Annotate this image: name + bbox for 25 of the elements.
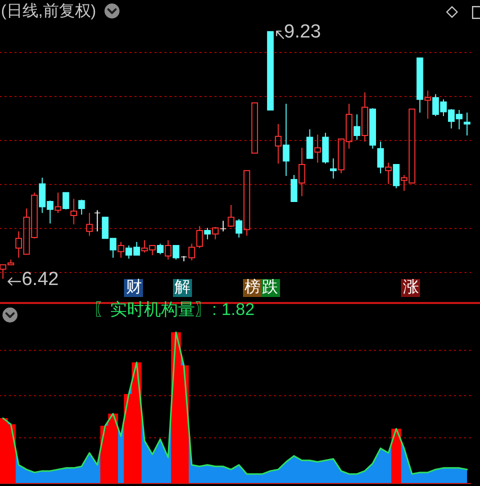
- candlestick: [220, 220, 226, 232]
- candlestick: [314, 134, 321, 164]
- candlestick: [298, 147, 306, 197]
- candlestick: [424, 90, 432, 120]
- candlestick: [282, 103, 290, 176]
- chart-title: 〖实时机构量〗: 1.82: [93, 300, 255, 319]
- text: 解: [173, 279, 192, 297]
- candlestick: [392, 164, 400, 189]
- annotation: 6.42: [22, 268, 59, 290]
- text: 榜: [242, 279, 262, 297]
- text: 跌: [260, 279, 280, 297]
- text: 财: [124, 279, 144, 297]
- candlestick: [243, 170, 250, 236]
- candlestick: [70, 198, 78, 225]
- candlestick: [251, 102, 258, 154]
- candlestick: [94, 210, 100, 232]
- candlestick: [416, 58, 424, 114]
- text: 涨: [401, 279, 420, 297]
- annotation: 9.23: [284, 22, 321, 43]
- chart-title: (日线,前复权): [1, 2, 96, 20]
- candlestick: [274, 124, 282, 164]
- candlestick: [377, 141, 384, 174]
- candlestick: [330, 158, 337, 180]
- candlestick: [267, 31, 274, 110]
- candlestick: [464, 112, 470, 136]
